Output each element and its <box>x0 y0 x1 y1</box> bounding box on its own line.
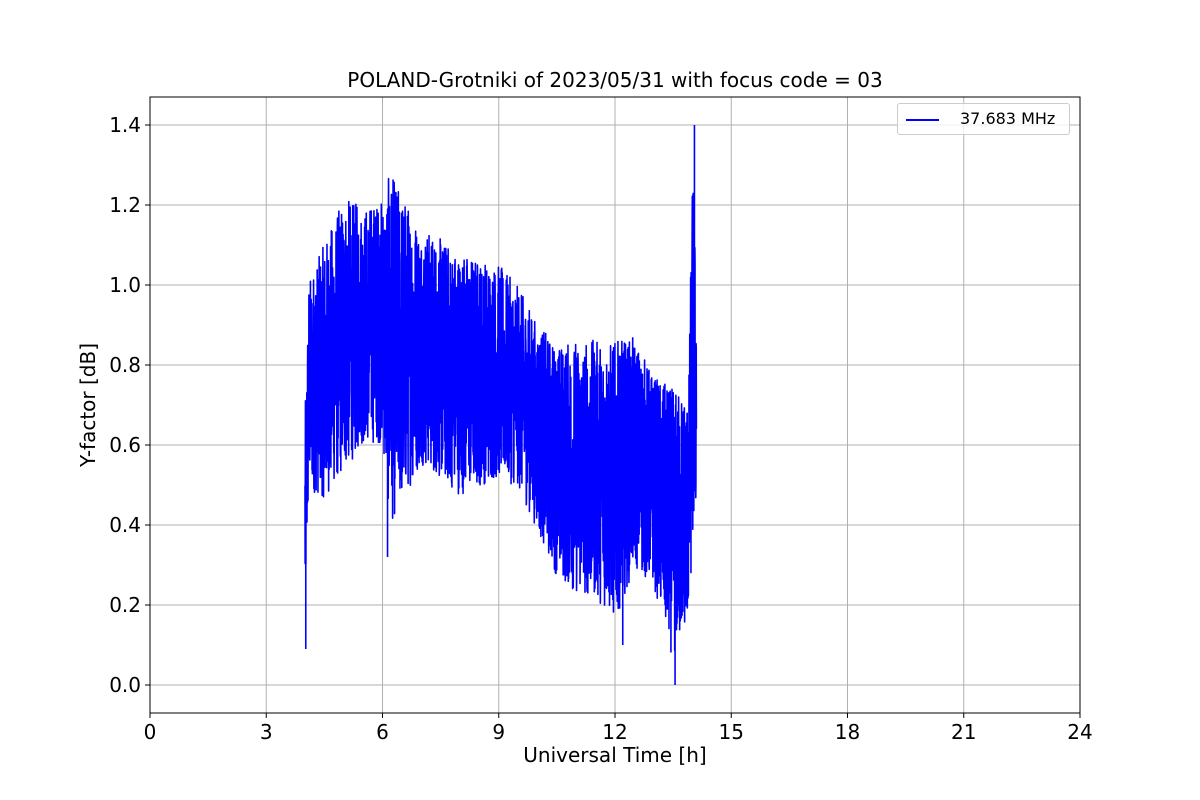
y-tick-label: 1.2 <box>109 193 141 217</box>
x-tick-label: 0 <box>144 720 157 744</box>
y-axis-label: Y-factor [dB] <box>76 342 100 468</box>
chart-title: POLAND-Grotniki of 2023/05/31 with focus… <box>347 68 883 92</box>
y-tick-label: 0.0 <box>109 673 141 697</box>
ticks: 0 3 6 9 12 15 18 21 24 0.0 0.2 0.4 0.6 0.8 1.0 1.2 1.4 <box>109 113 1093 744</box>
x-tick-label: 18 <box>835 720 860 744</box>
y-tick-label: 1.0 <box>109 273 141 297</box>
x-axis-label: Universal Time [h] <box>523 743 707 767</box>
y-tick-label: 0.6 <box>109 433 141 457</box>
legend: 37.683 MHz <box>897 103 1070 135</box>
y-tick-label: 0.2 <box>109 593 141 617</box>
series-layer <box>304 125 698 685</box>
x-tick-label: 15 <box>719 720 744 744</box>
x-tick-label: 21 <box>951 720 976 744</box>
x-tick-label: 9 <box>492 720 505 744</box>
y-tick-label: 1.4 <box>109 113 141 137</box>
y-tick-label: 0.4 <box>109 513 141 537</box>
legend-swatch <box>906 119 939 121</box>
legend-label: 37.683 MHz <box>960 109 1056 128</box>
series-line <box>304 125 698 685</box>
x-tick-label: 3 <box>260 720 273 744</box>
x-tick-label: 24 <box>1067 720 1092 744</box>
x-tick-label: 6 <box>376 720 389 744</box>
y-tick-label: 0.8 <box>109 353 141 377</box>
x-tick-label: 12 <box>602 720 627 744</box>
